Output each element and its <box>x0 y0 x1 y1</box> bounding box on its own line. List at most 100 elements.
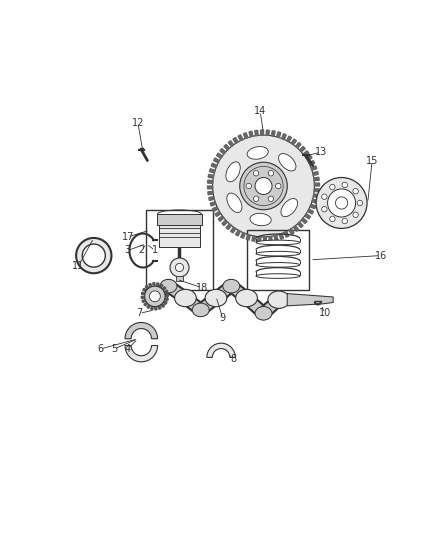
Ellipse shape <box>256 263 300 267</box>
Circle shape <box>336 197 348 209</box>
Circle shape <box>316 177 367 229</box>
Polygon shape <box>165 294 169 296</box>
Polygon shape <box>309 160 314 165</box>
Ellipse shape <box>256 240 300 245</box>
Circle shape <box>321 206 327 212</box>
Polygon shape <box>159 284 163 288</box>
Circle shape <box>353 212 358 217</box>
Polygon shape <box>211 163 217 168</box>
Circle shape <box>330 184 335 190</box>
Polygon shape <box>266 130 269 135</box>
Circle shape <box>254 196 259 201</box>
Ellipse shape <box>146 289 167 306</box>
Polygon shape <box>236 230 240 236</box>
Polygon shape <box>241 232 245 238</box>
Polygon shape <box>141 296 145 298</box>
Text: 4: 4 <box>125 344 131 354</box>
Polygon shape <box>224 144 230 150</box>
Polygon shape <box>163 301 167 304</box>
Polygon shape <box>312 199 318 203</box>
Circle shape <box>353 189 358 194</box>
Circle shape <box>342 182 347 188</box>
Polygon shape <box>210 201 216 206</box>
Circle shape <box>268 171 274 176</box>
Polygon shape <box>314 177 319 181</box>
Polygon shape <box>306 156 312 160</box>
Text: 14: 14 <box>254 106 266 116</box>
FancyBboxPatch shape <box>159 225 200 247</box>
Ellipse shape <box>256 252 300 256</box>
Ellipse shape <box>247 147 268 159</box>
Polygon shape <box>208 186 213 189</box>
Polygon shape <box>310 204 316 209</box>
Wedge shape <box>207 343 235 358</box>
Ellipse shape <box>175 289 196 306</box>
Polygon shape <box>255 130 258 136</box>
FancyBboxPatch shape <box>157 214 201 225</box>
Polygon shape <box>252 236 255 241</box>
Polygon shape <box>301 218 307 223</box>
Circle shape <box>240 162 287 210</box>
Polygon shape <box>143 288 147 292</box>
Polygon shape <box>274 235 278 241</box>
Bar <box>146 210 212 289</box>
Polygon shape <box>282 134 286 140</box>
Polygon shape <box>216 153 223 158</box>
Polygon shape <box>249 131 253 137</box>
Text: 15: 15 <box>366 156 378 166</box>
Text: 9: 9 <box>220 313 226 324</box>
Polygon shape <box>212 207 218 212</box>
Polygon shape <box>151 306 153 310</box>
Polygon shape <box>142 300 146 303</box>
Polygon shape <box>277 132 281 138</box>
Ellipse shape <box>279 154 296 171</box>
Polygon shape <box>222 220 227 225</box>
Polygon shape <box>149 284 152 287</box>
Polygon shape <box>141 292 145 295</box>
Circle shape <box>357 200 363 206</box>
Polygon shape <box>293 225 299 231</box>
Text: 17: 17 <box>121 232 134 242</box>
Text: 7: 7 <box>137 308 143 318</box>
Polygon shape <box>233 138 238 143</box>
Polygon shape <box>314 183 320 186</box>
Circle shape <box>170 258 189 277</box>
Text: 8: 8 <box>230 354 236 364</box>
Polygon shape <box>269 236 272 241</box>
Polygon shape <box>291 139 297 145</box>
Wedge shape <box>125 345 158 362</box>
Polygon shape <box>313 172 318 175</box>
Polygon shape <box>303 151 309 156</box>
Polygon shape <box>272 131 275 136</box>
Circle shape <box>328 189 356 217</box>
Ellipse shape <box>256 274 300 278</box>
Polygon shape <box>214 158 219 163</box>
Polygon shape <box>208 191 213 195</box>
Polygon shape <box>156 283 159 287</box>
Polygon shape <box>158 305 161 309</box>
Text: 18: 18 <box>196 283 208 293</box>
Polygon shape <box>164 290 168 293</box>
Polygon shape <box>279 233 283 239</box>
Polygon shape <box>162 287 166 290</box>
Circle shape <box>268 196 274 201</box>
Polygon shape <box>218 216 224 221</box>
Polygon shape <box>287 294 333 306</box>
Polygon shape <box>230 227 236 233</box>
Text: 10: 10 <box>318 308 331 318</box>
Text: 1: 1 <box>152 246 158 255</box>
Text: 3: 3 <box>125 246 131 255</box>
Polygon shape <box>226 224 231 230</box>
Text: 12: 12 <box>132 118 144 128</box>
Polygon shape <box>289 229 294 235</box>
Polygon shape <box>314 189 319 192</box>
Ellipse shape <box>236 289 258 306</box>
Polygon shape <box>161 303 165 308</box>
Polygon shape <box>258 237 261 242</box>
Polygon shape <box>286 136 292 142</box>
Ellipse shape <box>268 291 290 309</box>
Polygon shape <box>238 135 243 141</box>
Polygon shape <box>208 180 213 183</box>
Ellipse shape <box>227 193 242 213</box>
Circle shape <box>342 219 347 224</box>
